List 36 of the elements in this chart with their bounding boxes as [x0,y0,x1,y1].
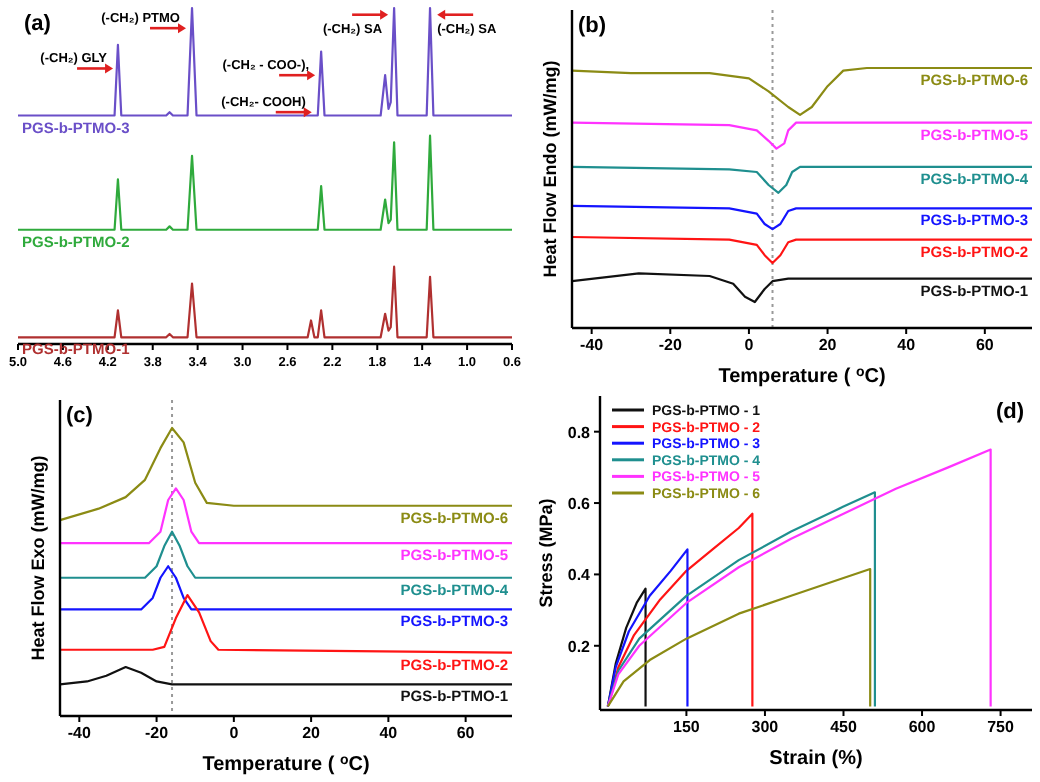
line-series [606,448,992,708]
chart-title: (c) [66,404,94,428]
x-tick-label: 0 [744,336,755,354]
x-axis-title: Temperature ( $^{o}$C) [202,753,370,776]
x-axis-title: Temperature ( $^{o}$C) [718,365,886,388]
x-tick-label: -40 [67,724,92,742]
x-tick-label: 150 [673,718,701,736]
y-axis-title: Heat Flow Endo (mW/mg) [540,60,560,278]
x-tick-label: 450 [830,718,858,736]
y-axis-title: Stress (MPa) [536,498,556,608]
x-tick-label: 20 [302,724,322,742]
x-tick-label: 60 [975,336,995,354]
x-tick-label: 40 [379,724,399,742]
x-tick-label: -40 [580,336,605,354]
x-tick-label: 60 [456,724,476,742]
x-tick-label: 20 [818,336,838,354]
x-tick-label: 750 [987,718,1016,736]
line-series [606,491,877,708]
chart-title: (a) [24,12,52,36]
x-tick-label: 600 [908,718,937,736]
y-tick-label: 0.2 [567,637,592,656]
y-tick-label: 0.6 [567,495,592,514]
x-tick-label: 0 [229,724,240,742]
x-tick-label: -20 [658,336,683,354]
x-tick-label: 40 [897,336,917,354]
y-tick-label: 0.8 [567,423,592,442]
line-series [606,567,872,708]
x-axis-title: Strain (%) [769,748,863,770]
line-series [606,587,647,708]
x-tick-label: 300 [751,718,780,736]
y-tick-label: 0.4 [567,566,592,585]
x-tick-label: -20 [145,724,170,742]
y-axis-title: Heat Flow Exo (mW/mg) [28,455,48,661]
chart-title: (b) [578,14,607,38]
chart-title: (d) [995,400,1025,424]
line-series [606,548,689,708]
